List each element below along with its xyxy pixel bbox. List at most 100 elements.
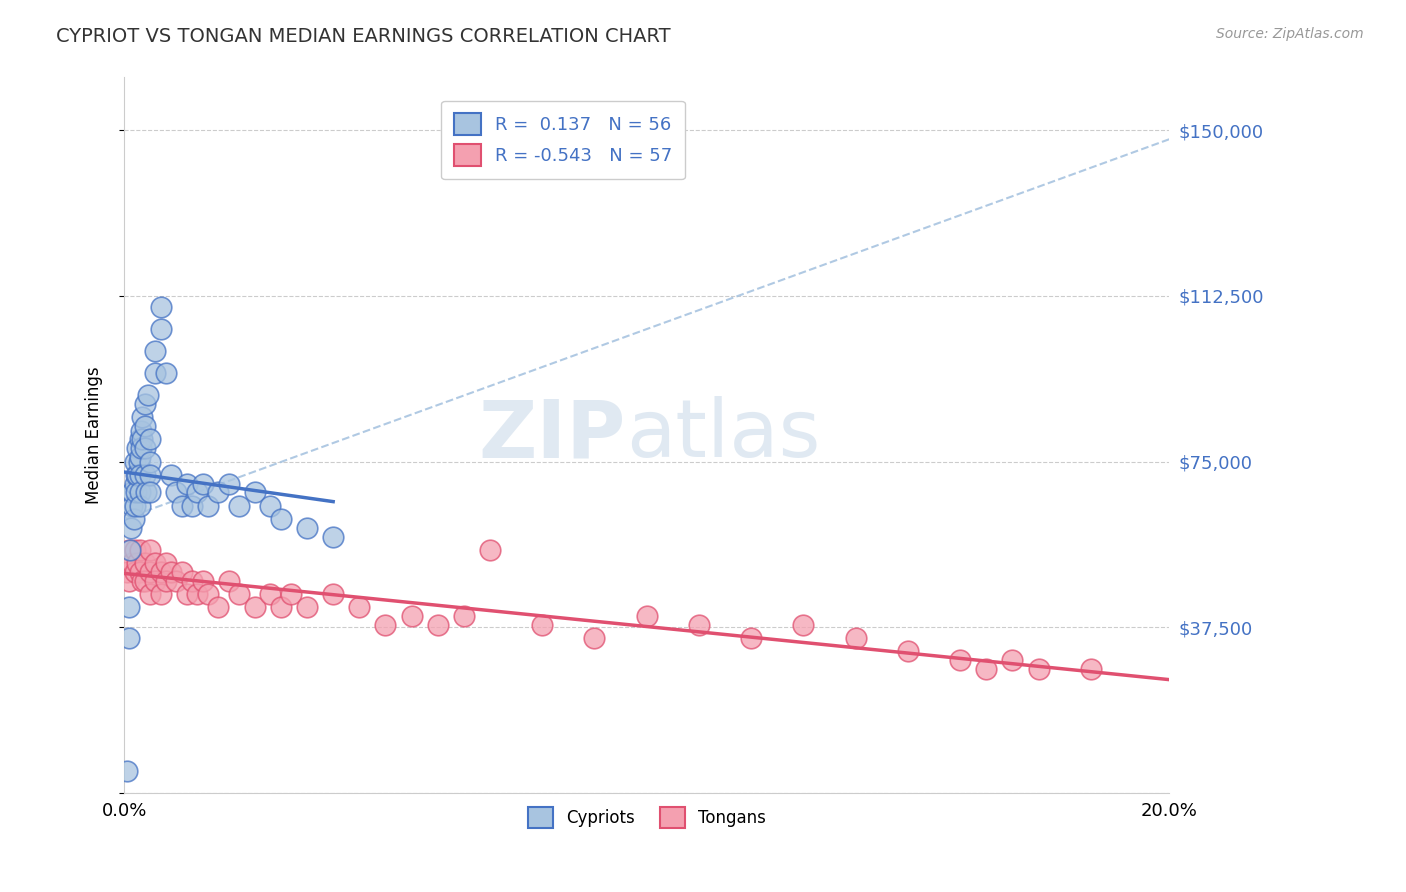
Point [131,433,153,447]
Point [349,600,371,615]
Point [228,499,250,513]
Point [295,521,318,535]
Point [191,574,214,588]
Point [122,512,145,526]
Point [124,467,146,482]
Text: ZIP: ZIP [478,396,626,474]
Point [322,530,344,544]
Point [186,485,208,500]
Point [401,609,423,624]
Point [181,499,204,513]
Point [478,542,501,557]
Point [170,499,193,513]
Point [243,485,266,500]
Point [181,574,204,588]
Point [228,587,250,601]
Point [136,388,159,402]
Point [583,631,606,645]
Point [165,574,187,588]
Point [191,476,214,491]
Point [128,485,150,500]
Point [259,587,281,601]
Point [139,433,162,447]
Point [259,499,281,513]
Point [118,600,141,615]
Point [124,454,146,468]
Point [688,618,710,632]
Point [128,542,150,557]
Point [897,644,920,658]
Point [118,574,141,588]
Point [139,467,162,482]
Point [1001,653,1024,667]
Point [134,419,156,434]
Point [531,618,554,632]
Point [120,521,142,535]
Point [270,512,292,526]
Point [374,618,396,632]
Point [976,662,998,676]
Legend: Cypriots, Tongans: Cypriots, Tongans [520,801,772,834]
Point [145,344,167,359]
Point [128,433,150,447]
Point [149,587,172,601]
Point [120,542,142,557]
Point [165,485,187,500]
Point [131,410,153,425]
Point [127,467,149,482]
Point [197,499,219,513]
Point [176,476,198,491]
Point [149,565,172,579]
Point [636,609,658,624]
Text: Source: ZipAtlas.com: Source: ZipAtlas.com [1216,27,1364,41]
Point [131,442,153,456]
Point [128,450,150,464]
Point [139,565,162,579]
Point [118,631,141,645]
Point [121,485,143,500]
Point [139,542,162,557]
Point [207,600,229,615]
Point [176,587,198,601]
Point [127,442,149,456]
Point [134,442,156,456]
Text: CYPRIOT VS TONGAN MEDIAN EARNINGS CORRELATION CHART: CYPRIOT VS TONGAN MEDIAN EARNINGS CORREL… [56,27,671,45]
Point [1028,662,1050,676]
Point [118,542,141,557]
Point [155,366,177,380]
Point [139,587,162,601]
Point [128,467,150,482]
Text: atlas: atlas [626,396,820,474]
Point [128,454,150,468]
Point [127,556,149,570]
Point [128,565,150,579]
Point [124,476,146,491]
Point [160,467,183,482]
Point [115,565,138,579]
Point [115,764,138,778]
Point [134,397,156,411]
Point [139,454,162,468]
Point [218,476,240,491]
Point [124,565,146,579]
Point [155,556,177,570]
Point [134,556,156,570]
Point [145,574,167,588]
Point [121,499,143,513]
Point [131,574,153,588]
Point [243,600,266,615]
Point [845,631,868,645]
Point [295,600,318,615]
Point [186,587,208,601]
Point [124,499,146,513]
Point [207,485,229,500]
Point [124,485,146,500]
Point [129,424,152,438]
Point [170,565,193,579]
Point [426,618,449,632]
Point [121,556,143,570]
Point [149,322,172,336]
Point [218,574,240,588]
Point [792,618,814,632]
Point [135,485,157,500]
